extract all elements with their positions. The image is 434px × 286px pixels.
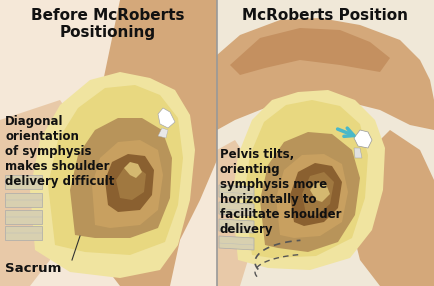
Polygon shape (124, 162, 142, 178)
Text: Sacrum: Sacrum (5, 262, 61, 275)
Polygon shape (30, 72, 195, 278)
Polygon shape (5, 210, 42, 224)
Polygon shape (290, 163, 342, 226)
Polygon shape (5, 175, 42, 189)
Polygon shape (158, 108, 175, 128)
Polygon shape (232, 90, 385, 270)
Polygon shape (310, 182, 330, 202)
Polygon shape (244, 100, 368, 258)
Polygon shape (116, 166, 146, 200)
Polygon shape (302, 172, 334, 216)
Polygon shape (350, 130, 434, 286)
Polygon shape (354, 130, 372, 148)
Polygon shape (219, 202, 254, 216)
Polygon shape (48, 85, 183, 255)
Polygon shape (276, 154, 348, 238)
Polygon shape (158, 128, 168, 138)
Polygon shape (219, 219, 254, 233)
Polygon shape (354, 148, 362, 158)
Polygon shape (92, 140, 163, 228)
Polygon shape (0, 100, 80, 286)
Polygon shape (217, 0, 434, 286)
Polygon shape (105, 154, 154, 212)
Text: McRoberts Position: McRoberts Position (242, 8, 408, 23)
Polygon shape (70, 118, 172, 238)
Polygon shape (230, 28, 390, 75)
Polygon shape (217, 140, 250, 286)
Text: Diagonal
orientation
of symphysis
makes shoulder
delivery difficult: Diagonal orientation of symphysis makes … (5, 115, 115, 188)
Polygon shape (5, 193, 42, 207)
Polygon shape (90, 0, 217, 286)
Text: Pelvis tilts,
orienting
symphysis more
horizontally to
facilitate shoulder
deliv: Pelvis tilts, orienting symphysis more h… (220, 148, 342, 236)
Polygon shape (5, 226, 42, 240)
Polygon shape (219, 236, 254, 250)
Polygon shape (260, 132, 360, 252)
Polygon shape (0, 0, 217, 286)
Polygon shape (217, 18, 434, 130)
Polygon shape (219, 185, 254, 199)
Text: Before McRoberts
Positioning: Before McRoberts Positioning (31, 8, 185, 40)
